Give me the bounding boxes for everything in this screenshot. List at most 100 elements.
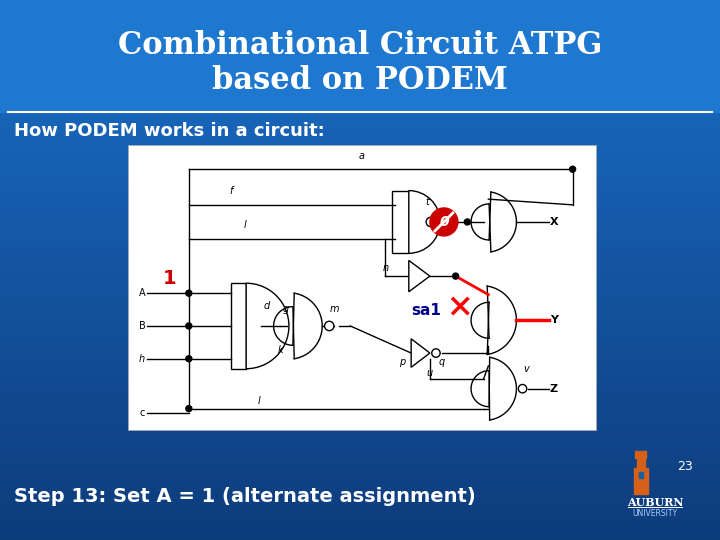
Bar: [0, 364, 720, 372]
Bar: [0, 122, 720, 129]
Bar: [0, 60, 720, 69]
Bar: [0, 162, 720, 170]
Text: UNIVERSITY: UNIVERSITY: [632, 510, 678, 518]
Bar: [0, 317, 720, 325]
Text: 23: 23: [677, 461, 693, 474]
Bar: [0, 459, 720, 467]
Bar: [0, 453, 720, 460]
Bar: [0, 310, 720, 318]
Text: Combinational Circuit ATPG: Combinational Circuit ATPG: [118, 30, 602, 61]
Bar: [0, 74, 720, 82]
Bar: [0, 513, 720, 521]
Bar: [0, 216, 720, 224]
Text: g: g: [282, 304, 289, 314]
Bar: [0, 6, 720, 15]
Text: h: h: [139, 354, 145, 364]
Text: Y: Y: [550, 315, 558, 325]
Bar: [0, 141, 720, 150]
Text: based on PODEM: based on PODEM: [212, 65, 508, 96]
Bar: [0, 202, 720, 210]
Bar: [0, 108, 720, 116]
Text: AUBURN: AUBURN: [626, 496, 683, 508]
Bar: [0, 87, 720, 96]
Text: How PODEM works in a circuit:: How PODEM works in a circuit:: [14, 122, 325, 140]
Text: 0: 0: [439, 215, 449, 229]
Bar: [0, 237, 720, 244]
Text: 1: 1: [163, 269, 177, 288]
Bar: [231, 283, 246, 369]
Bar: [0, 68, 720, 75]
Circle shape: [325, 321, 334, 330]
Bar: [0, 94, 720, 102]
Bar: [0, 135, 720, 143]
Bar: [0, 209, 720, 217]
Bar: [0, 81, 720, 89]
Bar: [0, 14, 720, 21]
Bar: [0, 392, 720, 399]
Text: t: t: [426, 197, 429, 207]
Bar: [0, 115, 720, 123]
Circle shape: [464, 219, 470, 225]
Bar: [0, 243, 720, 251]
Bar: [639, 472, 643, 478]
Bar: [0, 378, 720, 386]
Bar: [0, 411, 720, 420]
Text: a: a: [359, 151, 365, 161]
Text: l: l: [258, 396, 261, 407]
Bar: [0, 148, 720, 156]
Bar: [0, 432, 720, 440]
Bar: [0, 102, 720, 109]
Text: q: q: [438, 356, 445, 367]
Bar: [639, 451, 642, 458]
Bar: [0, 534, 720, 540]
Text: l: l: [243, 220, 246, 230]
Text: c: c: [140, 408, 145, 418]
Bar: [0, 526, 720, 534]
Bar: [0, 492, 720, 501]
Bar: [0, 291, 720, 298]
Bar: [0, 189, 720, 197]
Bar: [0, 418, 720, 426]
Bar: [637, 457, 645, 470]
Bar: [0, 465, 720, 474]
Bar: [0, 507, 720, 514]
Circle shape: [518, 384, 527, 393]
Bar: [0, 330, 720, 339]
Bar: [0, 351, 720, 359]
Bar: [0, 519, 720, 528]
Circle shape: [186, 323, 192, 329]
Bar: [0, 384, 720, 393]
Circle shape: [430, 208, 458, 236]
Text: Z: Z: [550, 384, 558, 394]
Bar: [0, 195, 720, 204]
Bar: [0, 438, 720, 447]
Bar: [0, 54, 720, 62]
Bar: [0, 256, 720, 264]
Bar: [0, 405, 720, 413]
Bar: [0, 338, 720, 345]
Text: u: u: [427, 368, 433, 378]
Bar: [392, 191, 409, 253]
Circle shape: [570, 166, 575, 172]
Circle shape: [426, 217, 436, 227]
Circle shape: [432, 349, 440, 357]
Bar: [0, 249, 720, 258]
Text: Step 13: Set A = 1 (alternate assignment): Step 13: Set A = 1 (alternate assignment…: [14, 488, 476, 507]
Bar: [0, 40, 720, 48]
Bar: [634, 468, 648, 494]
Text: n: n: [382, 262, 389, 273]
Bar: [0, 357, 720, 366]
Bar: [0, 0, 720, 8]
Circle shape: [453, 273, 459, 279]
Text: k: k: [277, 345, 283, 355]
Bar: [0, 168, 720, 177]
Bar: [0, 176, 720, 183]
Bar: [0, 156, 720, 163]
Wedge shape: [246, 283, 289, 369]
Text: m: m: [329, 304, 338, 314]
Bar: [0, 27, 720, 35]
Bar: [0, 270, 720, 278]
Text: f: f: [229, 186, 233, 195]
Text: v: v: [523, 364, 528, 374]
Bar: [0, 297, 720, 305]
